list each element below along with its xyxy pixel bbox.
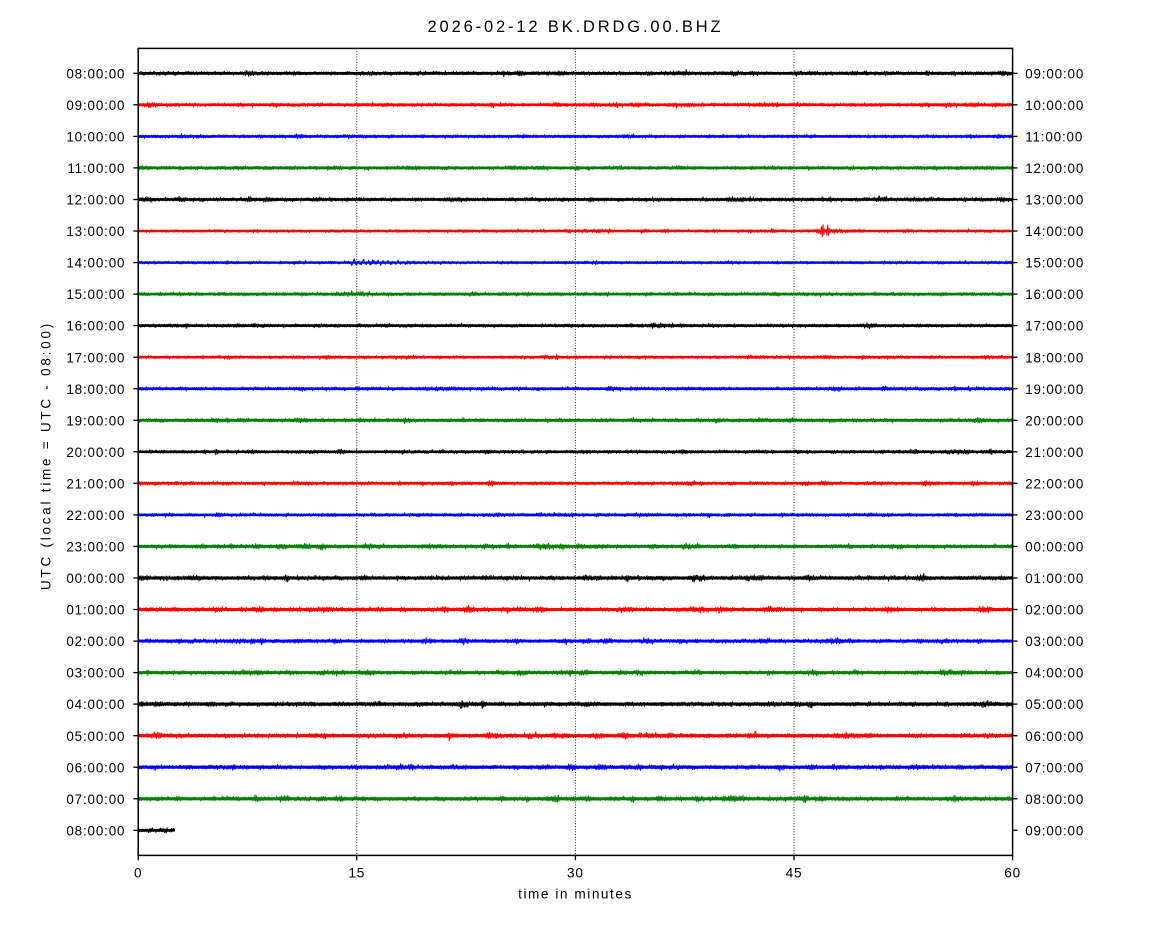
svg-text:00:00:00: 00:00:00 [1025,540,1084,555]
svg-text:11:00:00: 11:00:00 [1025,130,1083,145]
svg-text:08:00:00: 08:00:00 [66,823,125,838]
svg-text:time in minutes: time in minutes [518,887,633,902]
svg-text:16:00:00: 16:00:00 [1025,287,1084,302]
svg-text:03:00:00: 03:00:00 [66,666,125,681]
svg-text:07:00:00: 07:00:00 [66,792,125,807]
svg-text:13:00:00: 13:00:00 [1025,193,1084,208]
svg-text:30: 30 [567,865,584,880]
svg-text:15:00:00: 15:00:00 [66,287,125,302]
svg-text:01:00:00: 01:00:00 [1025,571,1084,586]
svg-text:15:00:00: 15:00:00 [1025,256,1084,271]
svg-text:22:00:00: 22:00:00 [1025,476,1084,491]
svg-text:00:00:00: 00:00:00 [66,571,125,586]
svg-text:19:00:00: 19:00:00 [66,413,125,428]
svg-text:04:00:00: 04:00:00 [1025,666,1084,681]
svg-text:05:00:00: 05:00:00 [66,729,125,744]
svg-text:04:00:00: 04:00:00 [66,697,125,712]
svg-text:12:00:00: 12:00:00 [1025,161,1084,176]
svg-text:10:00:00: 10:00:00 [1025,98,1084,113]
svg-text:22:00:00: 22:00:00 [66,508,125,523]
svg-text:08:00:00: 08:00:00 [1025,792,1084,807]
svg-text:06:00:00: 06:00:00 [66,760,125,775]
svg-text:14:00:00: 14:00:00 [1025,224,1084,239]
svg-text:17:00:00: 17:00:00 [1025,319,1084,334]
svg-text:02:00:00: 02:00:00 [1025,603,1084,618]
svg-text:45: 45 [786,865,803,880]
svg-text:10:00:00: 10:00:00 [66,130,125,145]
svg-text:23:00:00: 23:00:00 [66,540,125,555]
svg-text:UTC (local time = UTC - 08:00): UTC (local time = UTC - 08:00) [39,321,54,590]
svg-text:13:00:00: 13:00:00 [66,224,125,239]
svg-text:18:00:00: 18:00:00 [66,382,125,397]
svg-text:14:00:00: 14:00:00 [66,256,125,271]
svg-text:23:00:00: 23:00:00 [1025,508,1084,523]
svg-text:0: 0 [134,865,142,880]
svg-text:18:00:00: 18:00:00 [1025,350,1084,365]
svg-text:08:00:00: 08:00:00 [66,66,125,81]
svg-text:21:00:00: 21:00:00 [66,476,125,491]
svg-text:20:00:00: 20:00:00 [1025,413,1084,428]
svg-text:17:00:00: 17:00:00 [66,350,125,365]
svg-text:09:00:00: 09:00:00 [66,98,125,113]
svg-text:16:00:00: 16:00:00 [66,319,125,334]
svg-text:60: 60 [1004,865,1021,880]
svg-text:19:00:00: 19:00:00 [1025,382,1084,397]
svg-text:02:00:00: 02:00:00 [66,634,125,649]
svg-text:2026-02-12 BK.DRDG.00.BHZ: 2026-02-12 BK.DRDG.00.BHZ [428,18,724,36]
svg-text:11:00:00: 11:00:00 [67,161,125,176]
svg-text:15: 15 [348,865,365,880]
svg-text:01:00:00: 01:00:00 [66,603,125,618]
svg-text:05:00:00: 05:00:00 [1025,697,1084,712]
svg-text:06:00:00: 06:00:00 [1025,729,1084,744]
svg-text:20:00:00: 20:00:00 [66,445,125,460]
svg-text:09:00:00: 09:00:00 [1025,823,1084,838]
svg-text:12:00:00: 12:00:00 [66,193,125,208]
svg-text:07:00:00: 07:00:00 [1025,760,1084,775]
svg-text:21:00:00: 21:00:00 [1025,445,1084,460]
svg-text:09:00:00: 09:00:00 [1025,66,1084,81]
svg-text:03:00:00: 03:00:00 [1025,634,1084,649]
